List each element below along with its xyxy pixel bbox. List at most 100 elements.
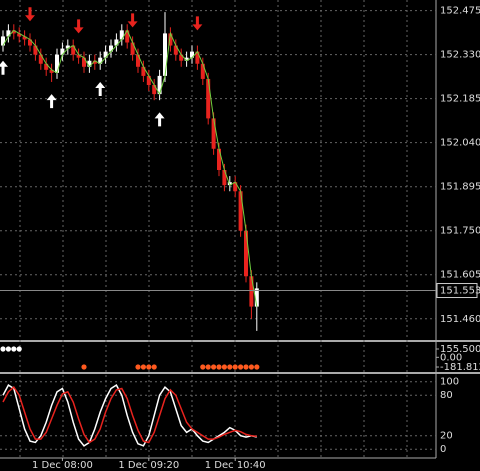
candle-body xyxy=(211,118,216,149)
y-tick-label: 152.475 xyxy=(440,6,480,17)
y-tick-label: 151.460 xyxy=(440,314,480,325)
indicator-dot xyxy=(151,364,157,370)
indicator-dot xyxy=(140,364,146,370)
indicator-dot xyxy=(11,346,17,352)
candle-body xyxy=(190,51,194,58)
x-tick-label: 1 Dec 08:00 xyxy=(32,460,93,471)
candle-body xyxy=(238,191,243,231)
candle-body xyxy=(109,45,113,52)
y-tick-label: 0 xyxy=(440,444,446,455)
indicator-dot xyxy=(248,364,254,370)
candle-body xyxy=(98,57,103,64)
buy-arrow xyxy=(154,112,165,127)
x-tick-label: 1 Dec 10:40 xyxy=(205,460,266,471)
buy-arrow xyxy=(95,81,106,96)
y-tick-label: 151.895 xyxy=(440,182,480,193)
indicator-dot xyxy=(232,364,238,370)
candle-body xyxy=(152,85,157,95)
y-tick-label: 20 xyxy=(440,431,453,442)
y-tick-label: 155.5008 xyxy=(440,344,480,355)
y-tick-label: 100 xyxy=(440,377,459,388)
indicator-dot xyxy=(205,364,211,370)
candle-body xyxy=(146,75,151,85)
candle-body xyxy=(92,60,97,64)
candle-body xyxy=(119,30,124,40)
y-tick-label: -181.812 xyxy=(440,362,480,373)
candle-body xyxy=(206,78,211,119)
candle-body xyxy=(65,45,70,49)
last-price-label: 151.553 xyxy=(440,286,480,297)
x-tick-label: 1 Dec 09:20 xyxy=(118,460,179,471)
moving-average xyxy=(2,29,258,307)
candle-body xyxy=(249,276,254,307)
candle-body xyxy=(55,54,59,73)
candle-body xyxy=(6,30,11,37)
candle-body xyxy=(200,63,205,79)
y-tick-label: 80 xyxy=(440,390,453,401)
indicator-dot xyxy=(227,364,233,370)
y-tick-label: 152.330 xyxy=(440,50,480,61)
y-tick-label: 0.00 xyxy=(440,352,462,363)
candle-body xyxy=(1,36,5,46)
candle-body xyxy=(173,45,178,55)
y-tick-label: 152.185 xyxy=(440,94,480,105)
indicator-dot xyxy=(238,364,244,370)
indicator-dot xyxy=(216,364,222,370)
candle-body xyxy=(60,48,65,55)
y-tick-label: 151.750 xyxy=(440,226,480,237)
candle-body xyxy=(184,57,189,61)
candle-body xyxy=(179,54,184,61)
candle-body xyxy=(222,170,227,186)
candle-body xyxy=(157,75,162,95)
stochastic-line xyxy=(2,386,257,444)
y-tick-label: 152.040 xyxy=(440,138,480,149)
buy-arrow xyxy=(0,60,8,75)
candle-body xyxy=(254,288,259,307)
candle-body xyxy=(168,33,173,46)
sell-arrow xyxy=(192,16,203,31)
candle-body xyxy=(136,54,140,67)
indicator-dot xyxy=(81,364,87,370)
indicator-dot xyxy=(146,364,152,370)
candle-body xyxy=(82,57,86,67)
candle-body xyxy=(125,30,130,43)
candle-body xyxy=(17,33,22,37)
candle-body xyxy=(38,54,43,64)
candle-body xyxy=(163,33,167,76)
candle-body xyxy=(141,66,146,76)
candle-body xyxy=(87,60,92,67)
indicator-dot xyxy=(135,364,141,370)
sell-arrow xyxy=(73,19,84,34)
candle-body xyxy=(103,51,108,58)
y-tick-label: 151.605 xyxy=(440,270,480,281)
candle-body xyxy=(217,148,221,170)
candle-body xyxy=(11,30,16,34)
candle-body xyxy=(130,42,135,55)
candle-body xyxy=(28,39,32,46)
candle-body xyxy=(76,54,81,58)
candle-body xyxy=(195,51,200,64)
buy-arrow xyxy=(46,94,57,109)
indicator-dot xyxy=(0,346,6,352)
indicator-dot xyxy=(16,346,22,352)
candle-body xyxy=(244,230,248,277)
indicator-dot xyxy=(243,364,249,370)
sell-arrow xyxy=(25,7,35,22)
indicator-dot xyxy=(211,364,217,370)
candle-body xyxy=(33,45,38,55)
indicator-dot xyxy=(5,346,11,352)
candle-body xyxy=(227,182,232,186)
candle-body xyxy=(233,182,238,192)
candle-body xyxy=(71,45,76,55)
indicator-dot xyxy=(254,364,260,370)
candle-body xyxy=(49,69,54,73)
candle-body xyxy=(44,63,49,70)
candle-body xyxy=(22,36,27,40)
indicator-dot xyxy=(200,364,206,370)
last-price-box xyxy=(436,283,478,299)
candle-body xyxy=(114,39,119,46)
sell-arrow xyxy=(127,13,138,28)
